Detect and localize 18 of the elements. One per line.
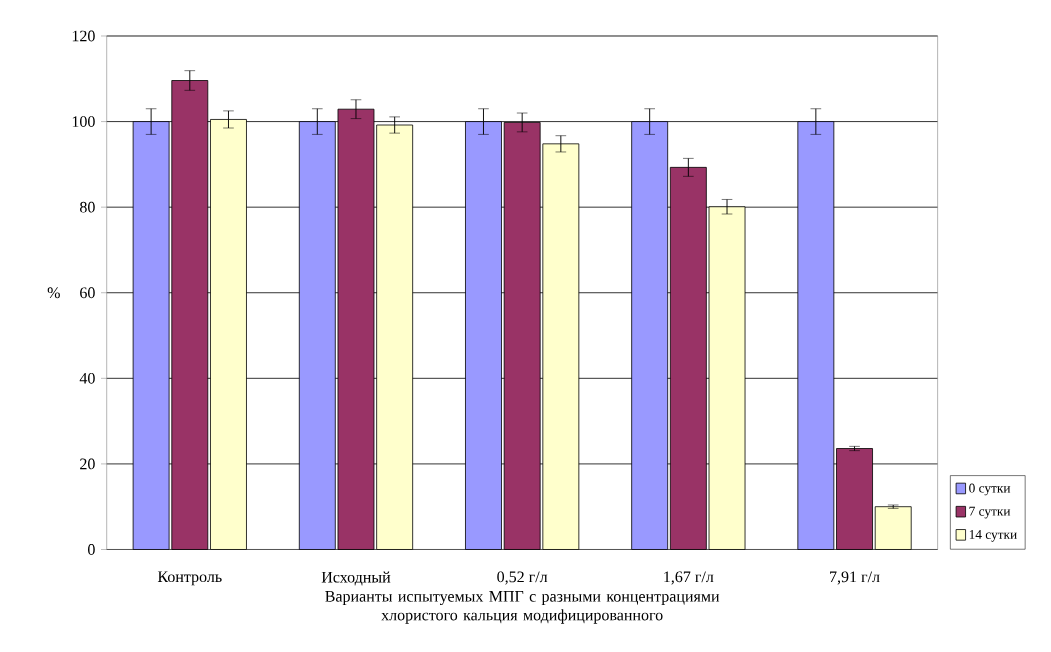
x-tick-label: Исходный [321,571,391,586]
x-tick-label: Контроль [157,571,222,586]
legend-label: 14 сутки [969,529,1017,542]
x-tick-label: 1,67 г/л [664,571,714,585]
x-axis-title: Варианты испытуемых МПГ с разными концентрациями хлористого кальция модифицированного [325,591,720,624]
y-tick-label: 20 [80,458,95,470]
y-tick-label: 0 [88,543,95,555]
legend-label: 0 сутки [969,483,1011,496]
y-tick-label: 80 [80,201,95,213]
x-tick-label: 7,91 г/л [830,571,880,585]
y-tick-label: 40 [79,372,95,384]
y-tick-label: 120 [72,30,95,42]
x-tick-label: 0,52 г/л [497,571,548,585]
y-tick-label: 60 [80,287,95,299]
bar [874,506,912,550]
legend-label: 7 сутки [969,506,1011,519]
y-axis-title: % [47,287,60,299]
y-tick-label: 100 [72,116,95,127]
